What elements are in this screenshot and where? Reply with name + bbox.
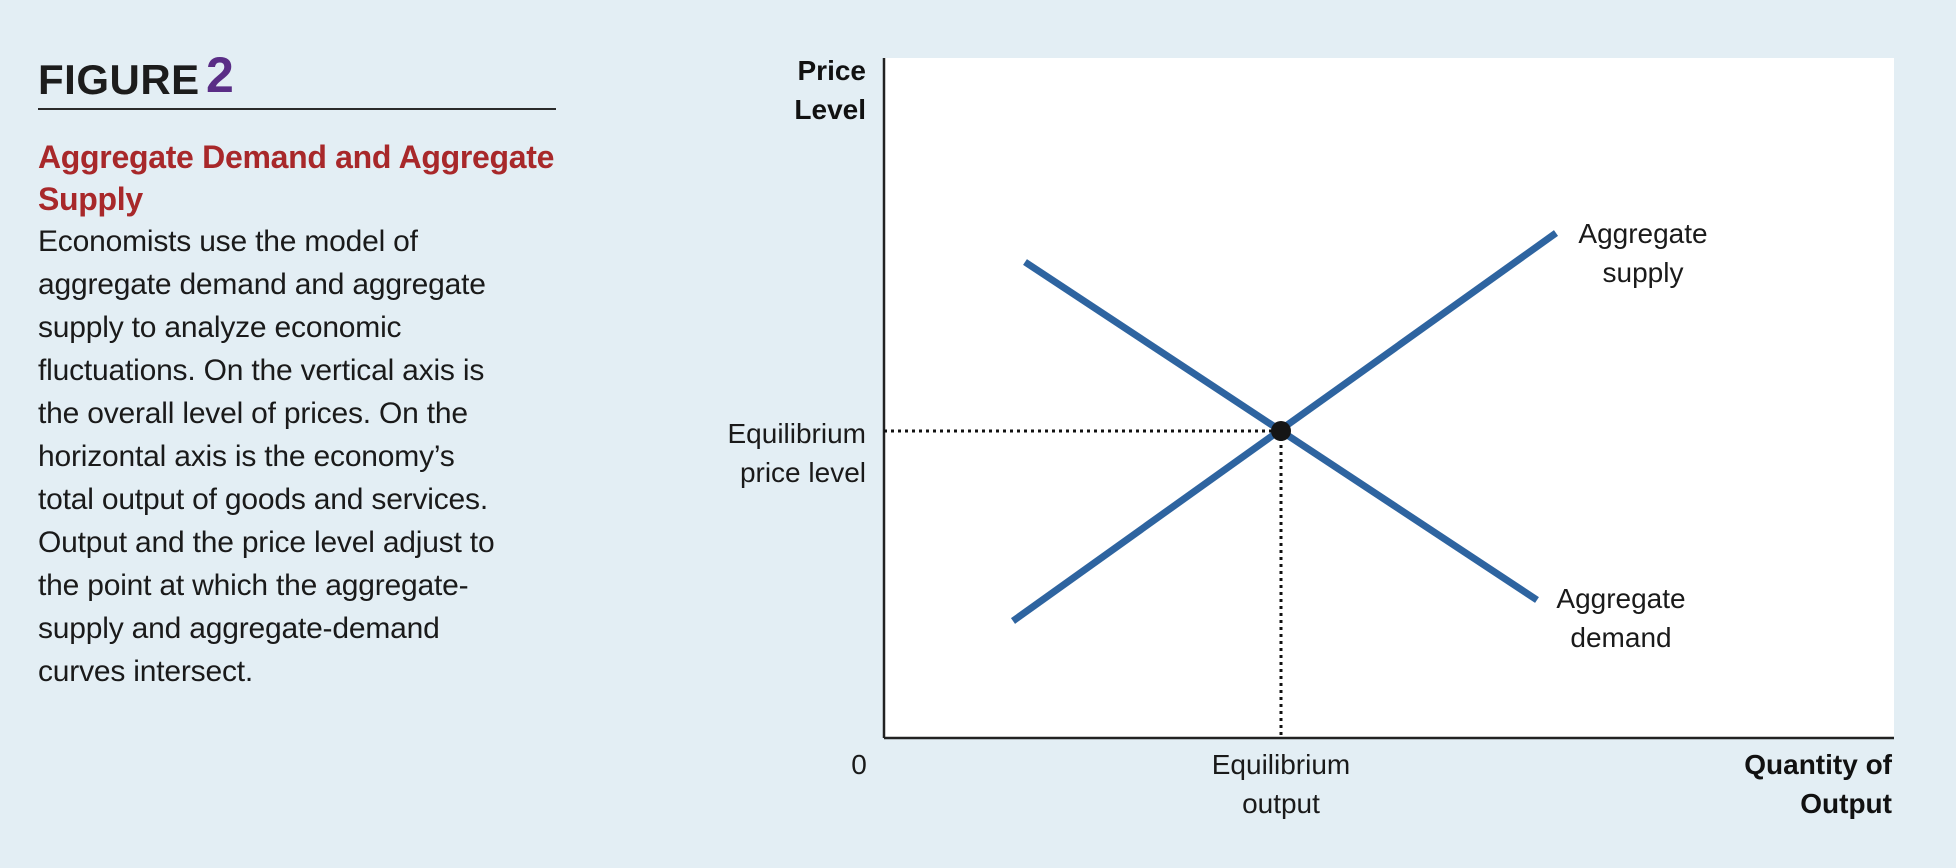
equilibrium-output-label: Equilibrium — [1212, 749, 1351, 780]
description-line: curves intersect. — [38, 655, 254, 688]
description-line: the point at which the aggregate- — [38, 569, 469, 602]
description-line: Economists use the model of — [38, 225, 418, 258]
figure-title: Aggregate Demand and Aggregate Supply — [38, 136, 556, 220]
aggregate-demand-label: demand — [1570, 622, 1671, 653]
x-axis-label: Quantity of — [1744, 749, 1892, 780]
description-line: aggregate demand and aggregate — [38, 268, 486, 301]
description-line: Output and the price level adjust to — [38, 526, 495, 559]
y-axis-label: Level — [794, 94, 866, 125]
figure-number: 2 — [206, 47, 234, 103]
equilibrium-output-label: output — [1242, 788, 1320, 819]
figure-title-line: Supply — [38, 181, 143, 217]
figure-title-line: Aggregate Demand and Aggregate — [38, 139, 555, 175]
origin-label: 0 — [851, 749, 867, 780]
y-axis-label: Price — [798, 55, 867, 86]
figure-description: Economists use the model of aggregate de… — [38, 220, 556, 693]
x-axis-label: Output — [1800, 788, 1892, 819]
description-line: supply and aggregate-demand — [38, 612, 440, 645]
figure-label: FIGURE — [38, 56, 200, 103]
description-line: horizontal axis is the economy’s — [38, 440, 455, 473]
aggregate-demand-label: Aggregate — [1556, 583, 1685, 614]
plot-area — [884, 58, 1894, 738]
aggregate-supply-label: Aggregate — [1578, 218, 1707, 249]
description-line: total output of goods and services. — [38, 483, 488, 516]
figure-caption-panel: FIGURE 2 Aggregate Demand and Aggregate … — [38, 47, 556, 693]
equilibrium-price-label: price level — [740, 457, 866, 488]
description-line: supply to analyze economic — [38, 311, 402, 344]
description-line: fluctuations. On the vertical axis is — [38, 354, 485, 387]
description-line: the overall level of prices. On the — [38, 397, 468, 430]
figure-heading: FIGURE 2 — [38, 47, 556, 110]
equilibrium-price-label: Equilibrium — [728, 418, 867, 449]
aggregate-supply-label: supply — [1603, 257, 1684, 288]
equilibrium-point — [1271, 421, 1291, 441]
